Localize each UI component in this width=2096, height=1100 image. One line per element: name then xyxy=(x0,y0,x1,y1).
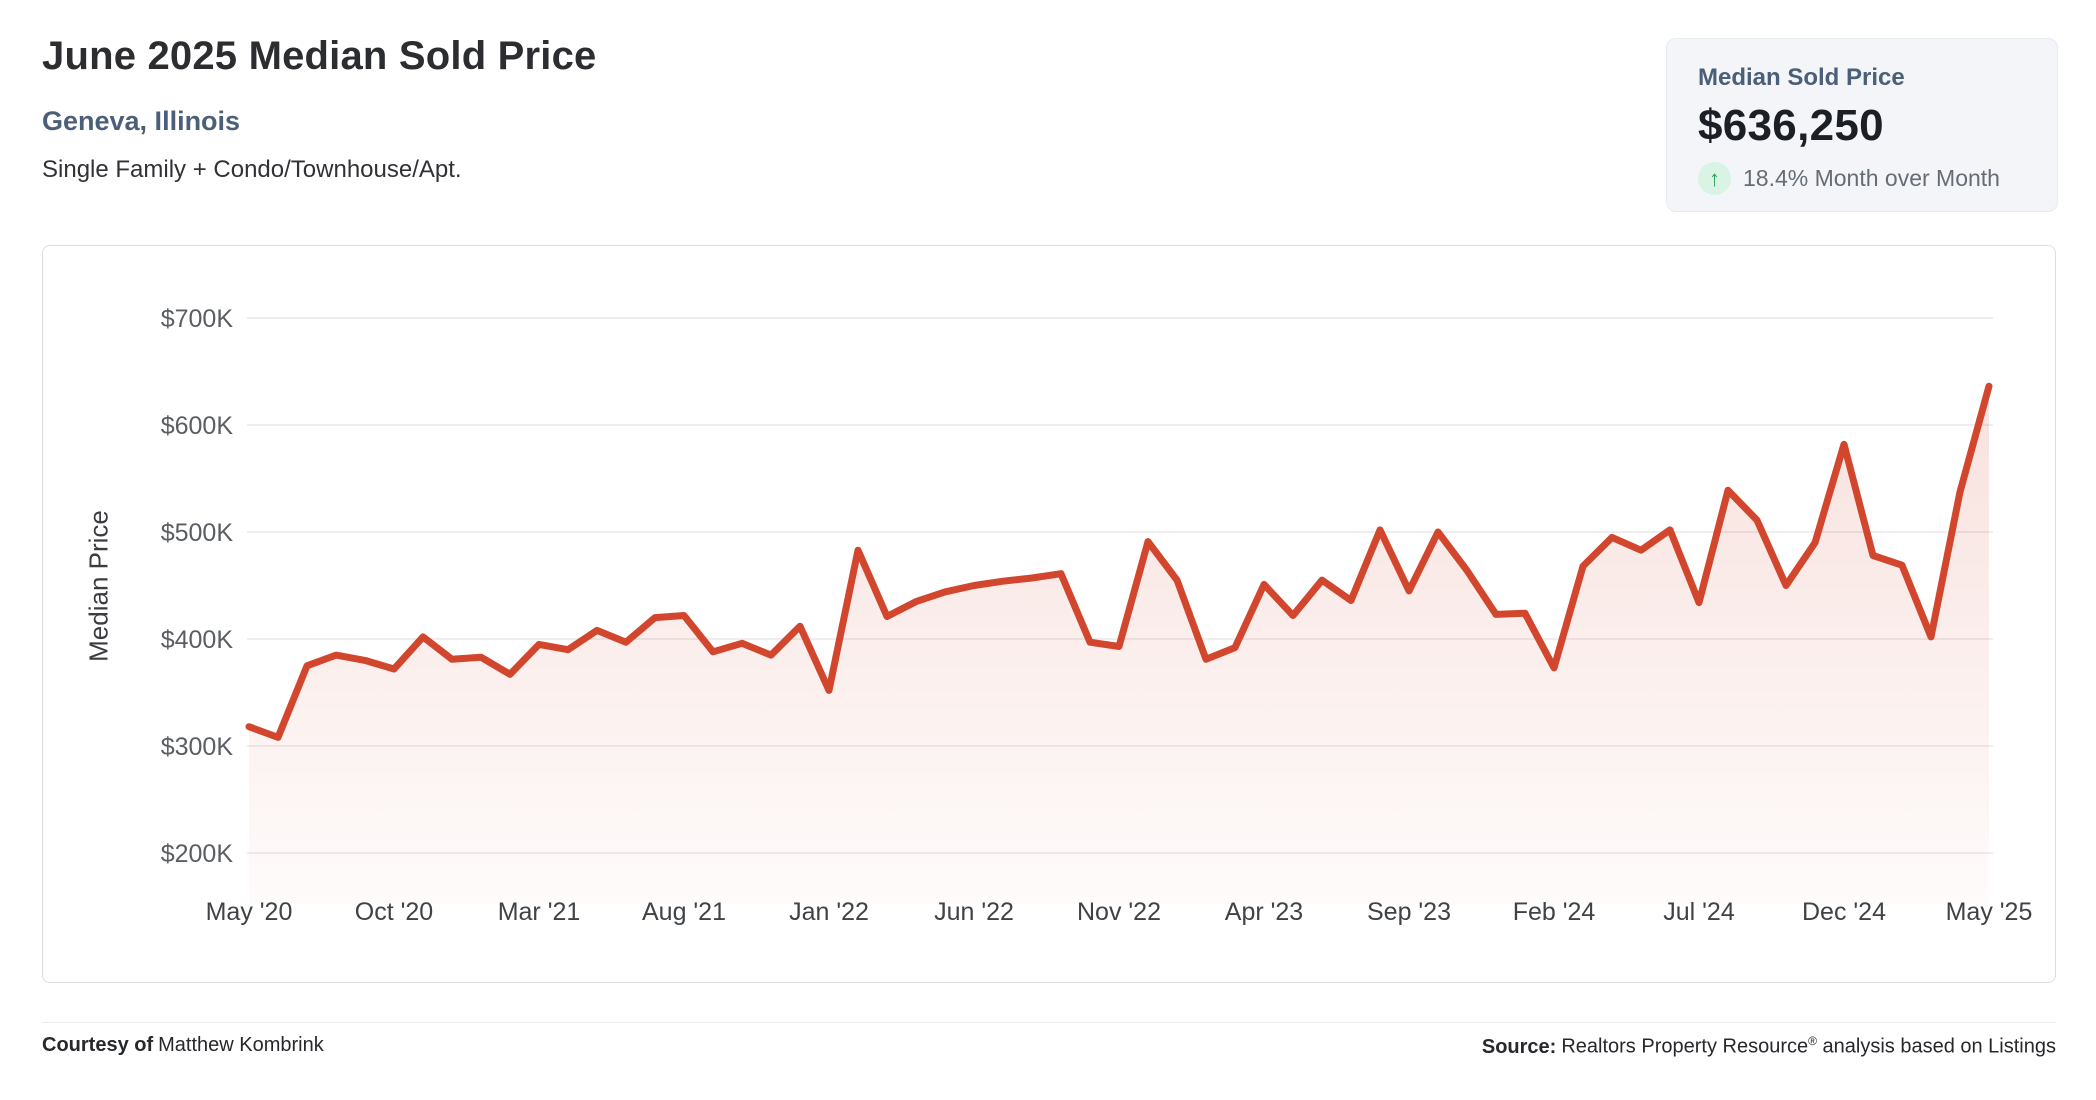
svg-text:$600K: $600K xyxy=(161,412,234,440)
svg-text:$500K: $500K xyxy=(161,519,234,547)
svg-text:$300K: $300K xyxy=(161,733,234,761)
footer-divider xyxy=(42,1022,2056,1023)
chart-panel: Median Price $200K $300K $400K $500K $600K $7… xyxy=(42,245,2056,983)
svg-text:$200K: $200K xyxy=(161,840,234,868)
stat-card-change: ↑ 18.4% Month over Month xyxy=(1698,162,2026,195)
courtesy-label: Courtesy of xyxy=(42,1034,154,1056)
month-over-month-text: 18.4% Month over Month xyxy=(1743,165,2000,191)
stat-card-label: Median Sold Price xyxy=(1698,64,1905,91)
courtesy-name: Matthew Kombrink xyxy=(158,1034,324,1056)
page-title: June 2025 Median Sold Price xyxy=(42,34,597,78)
registered-mark: ® xyxy=(1808,1034,1817,1048)
svg-text:$700K: $700K xyxy=(161,305,234,333)
source-name: Realtors Property Resource xyxy=(1561,1035,1809,1058)
property-type-subtitle: Single Family + Condo/Townhouse/Apt. xyxy=(42,156,462,183)
source-text: Source: Realtors Property Resource® analy… xyxy=(1482,1034,2056,1059)
up-arrow-icon: ↑ xyxy=(1698,162,1731,195)
courtesy-text: Courtesy of Matthew Kombrink xyxy=(42,1034,324,1057)
location-subtitle: Geneva, Illinois xyxy=(42,106,241,136)
source-label: Source: xyxy=(1481,1035,1557,1058)
median-sold-price-card: Median Sold Price $636,250 ↑ 18.4% Month… xyxy=(1666,38,2058,212)
stat-card-value: $636,250 xyxy=(1698,101,1884,150)
source-rest: analysis based on Listings xyxy=(1816,1035,2057,1058)
svg-text:$400K: $400K xyxy=(161,626,234,654)
